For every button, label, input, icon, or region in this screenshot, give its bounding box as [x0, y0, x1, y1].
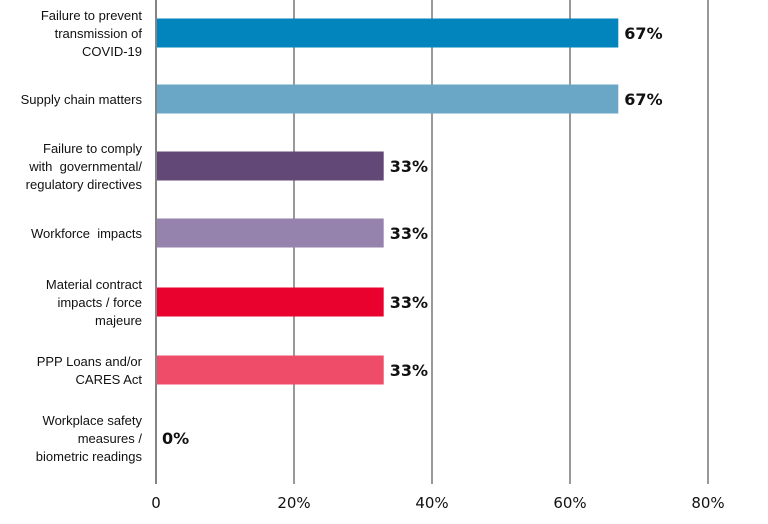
bar	[157, 355, 384, 385]
data-label: 33%	[390, 157, 428, 176]
category-label: Material contract	[46, 277, 142, 292]
data-label: 33%	[390, 224, 428, 243]
data-label: 67%	[624, 24, 662, 43]
grid-layer	[155, 0, 709, 484]
category-label: regulatory directives	[26, 177, 143, 192]
category-label: COVID-19	[82, 44, 142, 59]
category-label: Supply chain matters	[21, 92, 143, 107]
x-tick-label: 40%	[415, 494, 448, 512]
x-tick-label: 0	[151, 494, 161, 512]
data-label: 33%	[390, 293, 428, 312]
category-label: with governmental/	[28, 159, 142, 174]
category-label: transmission of	[55, 26, 143, 41]
bar-layer	[157, 18, 619, 385]
category-label: Failure to prevent	[41, 8, 143, 23]
bar	[157, 151, 384, 181]
category-label: measures /	[78, 431, 143, 446]
label-layer: Failure to prevent transmission of COVID-1…	[21, 8, 663, 464]
x-tick-label: 80%	[691, 494, 724, 512]
category-label: Failure to comply	[43, 141, 142, 156]
data-label: 0%	[162, 429, 189, 448]
x-tick-label: 20%	[277, 494, 310, 512]
category-label: impacts / force	[57, 295, 142, 310]
category-label: Workforce impacts	[31, 226, 143, 241]
tick-layer: 0 20% 40% 60% 80%	[151, 494, 724, 512]
category-label: PPP Loans and/or	[37, 354, 143, 369]
bar	[157, 287, 384, 317]
category-label: CARES Act	[76, 372, 143, 387]
category-label: Workplace safety	[43, 413, 143, 428]
bar	[157, 84, 619, 114]
bar	[157, 18, 619, 48]
data-label: 33%	[390, 361, 428, 380]
data-label: 67%	[624, 90, 662, 109]
category-label: majeure	[95, 313, 142, 328]
bar	[157, 218, 384, 248]
x-tick-label: 60%	[553, 494, 586, 512]
category-label: biometric readings	[36, 449, 143, 464]
